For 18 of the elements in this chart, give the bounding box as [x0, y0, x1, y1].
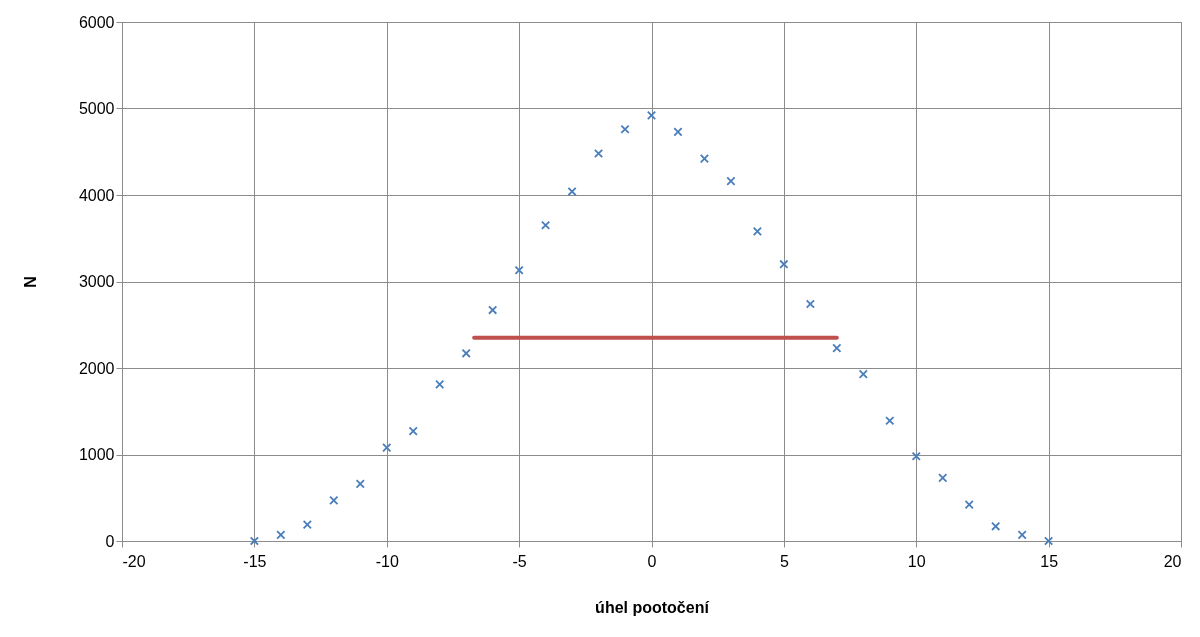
- x-axis-title: úhel pootočení: [595, 598, 710, 616]
- y-tick-label: 5000: [78, 100, 115, 117]
- y-axis-title: N: [21, 276, 39, 288]
- y-tick-label: 4000: [78, 186, 115, 204]
- x-tick-label: -20: [122, 552, 146, 570]
- x-tick-label: 10: [907, 552, 926, 570]
- x-tick-label: 0: [647, 552, 657, 570]
- x-tick-label: 5: [779, 552, 789, 570]
- y-tick-label: 0: [105, 532, 115, 550]
- x-tick-label: 20: [1163, 552, 1182, 570]
- x-tick-label: -5: [512, 552, 527, 570]
- y-tick-label: 2000: [78, 359, 115, 377]
- y-tick-label: 6000: [78, 13, 115, 31]
- x-tick-label: 15: [1040, 552, 1059, 570]
- y-tick-label: 1000: [78, 446, 115, 463]
- x-tick-label: -15: [243, 552, 267, 570]
- y-tick-label: 3000: [78, 273, 115, 290]
- x-tick-label: -10: [375, 552, 399, 570]
